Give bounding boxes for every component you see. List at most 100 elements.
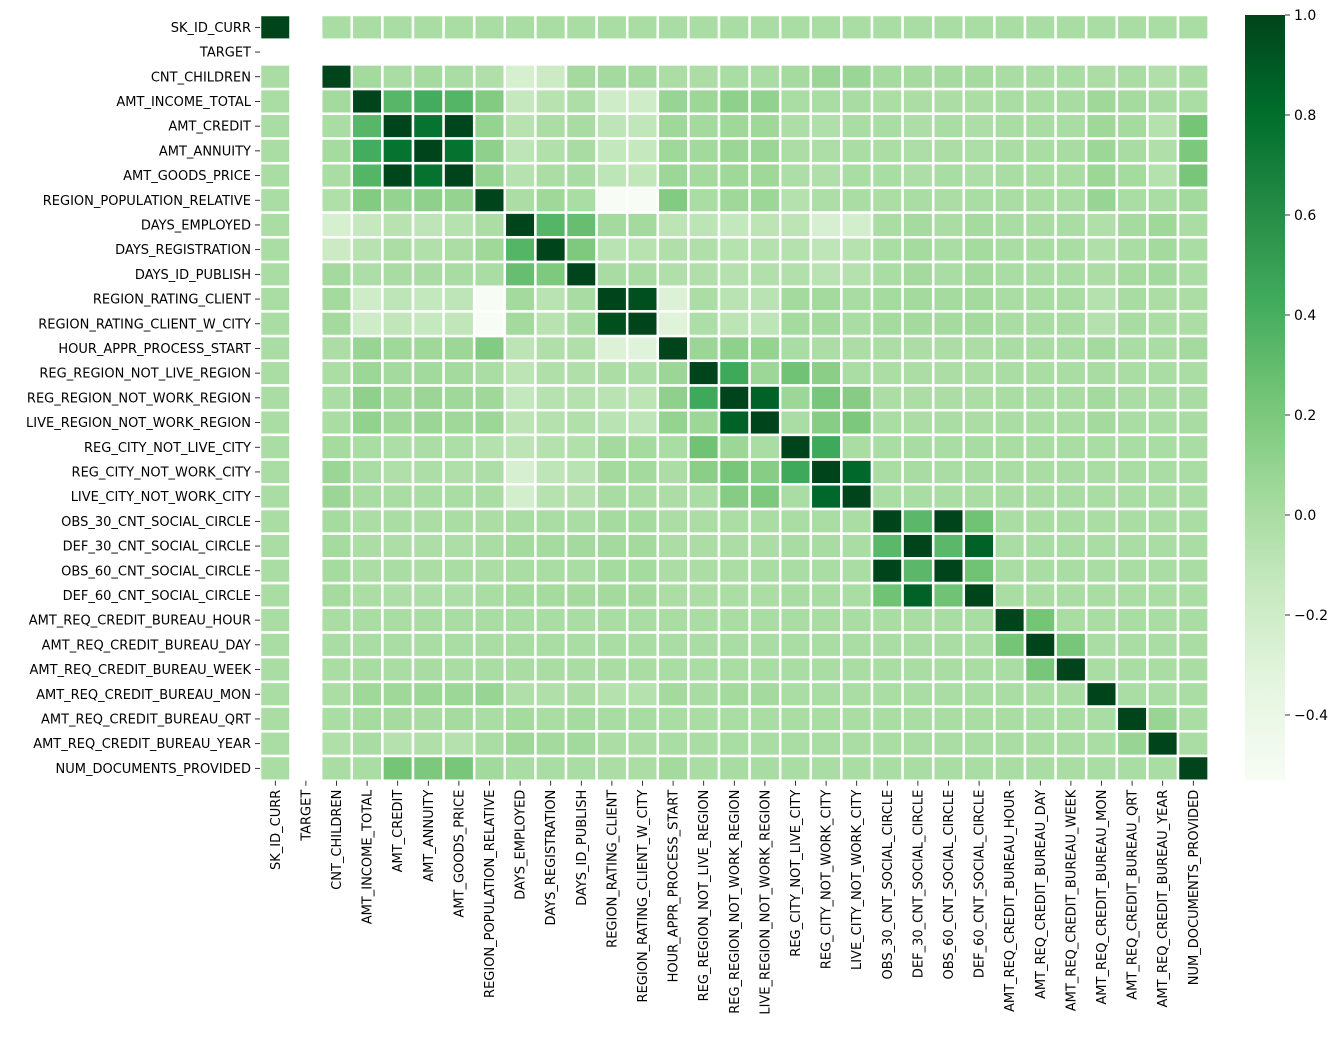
heatmap-cell <box>993 507 1027 535</box>
x-tick-label: SK_ID_CURR <box>269 790 284 870</box>
heatmap-cell <box>1023 359 1057 387</box>
heatmap-cell <box>717 359 751 387</box>
x-tick-label: LIVE_REGION_NOT_WORK_REGION <box>758 790 773 1015</box>
heatmap-cell <box>687 260 721 288</box>
heatmap-cell <box>1054 38 1088 66</box>
heatmap-cell <box>472 458 507 486</box>
heatmap-cell <box>289 161 323 190</box>
heatmap-cell <box>962 433 996 461</box>
heatmap-cell <box>258 384 292 412</box>
heatmap-cell <box>962 38 996 66</box>
colorbar-tick-label: 0.6 <box>1294 208 1316 224</box>
heatmap-cell <box>962 334 996 363</box>
heatmap-cell <box>656 408 690 437</box>
heatmap-cell <box>1176 631 1210 659</box>
heatmap-cell <box>258 532 292 560</box>
heatmap-cell <box>319 112 354 140</box>
heatmap-cell <box>748 260 782 288</box>
heatmap-cell <box>381 310 415 338</box>
heatmap-cell <box>870 384 904 412</box>
heatmap-cell <box>1115 112 1149 140</box>
heatmap-cell <box>840 483 874 511</box>
heatmap-cell <box>564 680 598 708</box>
heatmap-cell <box>778 754 813 782</box>
heatmap-cell <box>1084 112 1119 140</box>
heatmap-cell <box>411 186 445 214</box>
heatmap-cell <box>472 730 507 758</box>
heatmap-cell <box>901 581 935 610</box>
heatmap-cell <box>564 458 598 486</box>
heatmap-cell <box>503 606 537 634</box>
heatmap-cell <box>656 13 690 41</box>
heatmap-cell <box>656 631 690 659</box>
heatmap-cell <box>625 211 660 239</box>
heatmap-cell <box>564 581 598 610</box>
heatmap-cell <box>258 334 292 363</box>
heatmap-cell <box>1023 236 1057 264</box>
heatmap-cell <box>1023 532 1057 560</box>
heatmap-cell <box>350 433 384 461</box>
heatmap-cell <box>564 507 598 535</box>
heatmap-cell <box>1146 310 1180 338</box>
heatmap-cell <box>1146 458 1180 486</box>
heatmap-cell <box>778 334 813 363</box>
heatmap-cell <box>870 186 904 214</box>
heatmap-cell <box>840 211 874 239</box>
heatmap-cell <box>901 310 935 338</box>
heatmap-cell <box>1054 310 1088 338</box>
heatmap-cell <box>931 38 966 66</box>
heatmap-cell <box>1146 754 1180 782</box>
heatmap-cell <box>931 211 966 239</box>
heatmap-cell <box>778 63 813 91</box>
heatmap-cell <box>442 38 476 66</box>
heatmap-cell <box>564 334 598 363</box>
heatmap-cell <box>1054 655 1088 684</box>
heatmap-cell <box>931 87 966 116</box>
heatmap-cell <box>1146 63 1180 91</box>
heatmap-cell <box>1023 680 1057 708</box>
heatmap-cell <box>748 507 782 535</box>
heatmap-cell <box>656 730 690 758</box>
heatmap-cell <box>564 186 598 214</box>
heatmap-cell <box>289 655 323 684</box>
heatmap-cell <box>717 38 751 66</box>
heatmap-cell <box>411 557 445 585</box>
heatmap-cell <box>840 532 874 560</box>
heatmap-cell <box>809 680 843 708</box>
heatmap-cell <box>717 730 751 758</box>
heatmap-cell <box>381 483 415 511</box>
heatmap-cell <box>534 483 568 511</box>
heatmap-cell <box>962 705 996 733</box>
heatmap-cell <box>350 161 384 190</box>
heatmap-cell <box>840 458 874 486</box>
heatmap-cell <box>411 236 445 264</box>
heatmap-cell <box>1115 63 1149 91</box>
heatmap-cell <box>1146 384 1180 412</box>
heatmap-cell <box>564 631 598 659</box>
heatmap-cell <box>1054 112 1088 140</box>
heatmap-cell <box>931 408 966 437</box>
heatmap-cell <box>931 557 966 585</box>
heatmap-cell <box>442 137 476 165</box>
heatmap-cell <box>1176 754 1210 782</box>
heatmap-cell <box>350 211 384 239</box>
heatmap-cell <box>625 334 660 363</box>
heatmap-cell <box>687 310 721 338</box>
heatmap-cell <box>901 38 935 66</box>
colorbar-tick-label: 0.4 <box>1294 308 1316 324</box>
heatmap-cell <box>472 433 507 461</box>
heatmap-cell <box>1115 458 1149 486</box>
heatmap-cell <box>1115 310 1149 338</box>
heatmap-cell <box>901 680 935 708</box>
heatmap-cell <box>901 211 935 239</box>
heatmap-cell <box>289 408 323 437</box>
heatmap-cell <box>809 285 843 313</box>
heatmap-cell <box>1054 408 1088 437</box>
heatmap-cell <box>687 13 721 41</box>
heatmap-cell <box>962 730 996 758</box>
heatmap-cell <box>534 63 568 91</box>
heatmap-cell <box>534 581 568 610</box>
heatmap-cell <box>350 260 384 288</box>
heatmap-cell <box>870 359 904 387</box>
heatmap-cell <box>931 532 966 560</box>
